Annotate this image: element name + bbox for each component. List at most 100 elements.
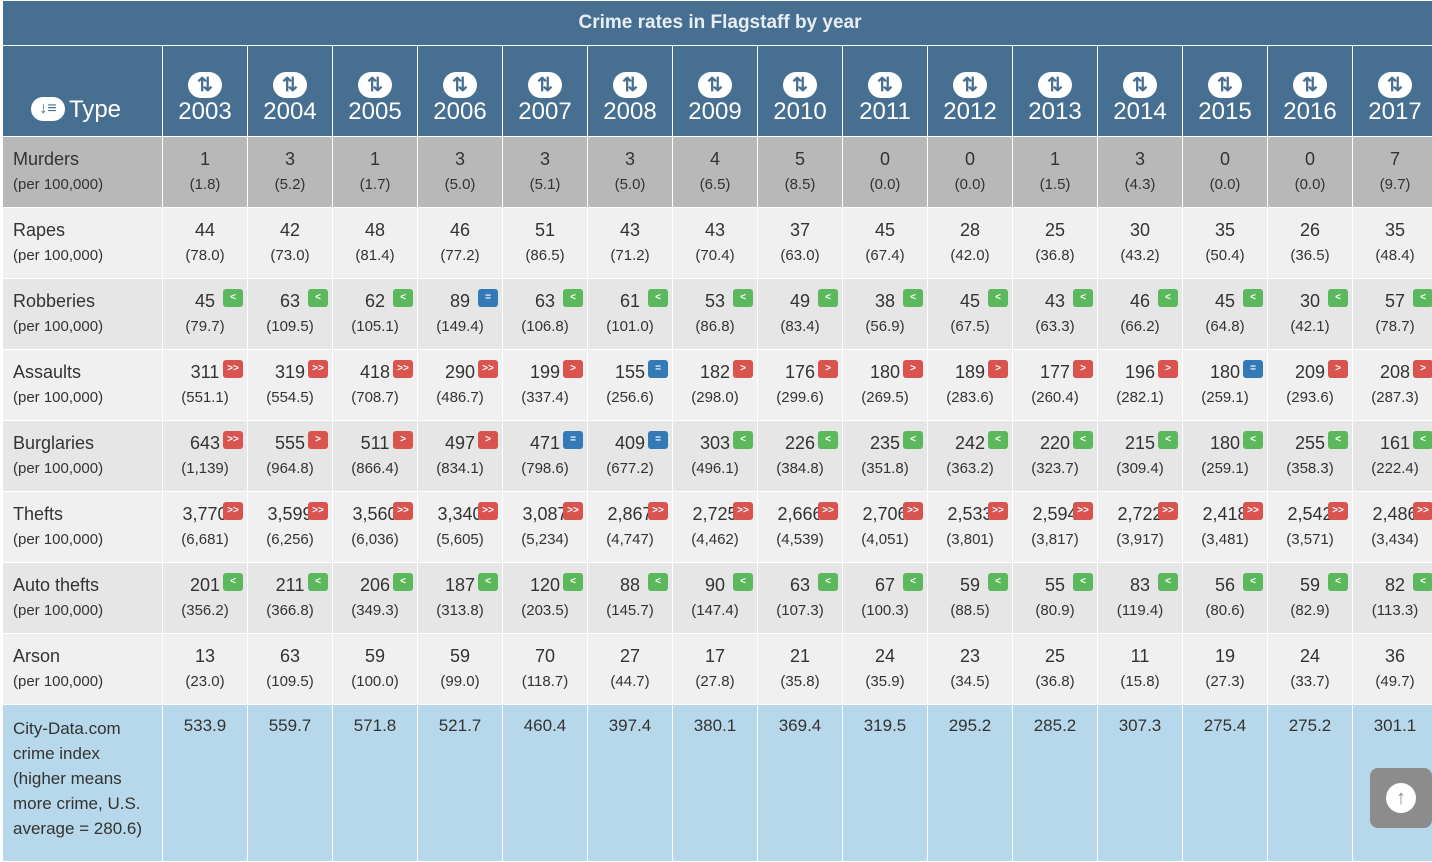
- comparison-badge[interactable]: >>: [1243, 502, 1263, 520]
- comparison-badge[interactable]: >>: [1073, 502, 1093, 520]
- year-header-2007[interactable]: ⇅2007: [503, 46, 588, 137]
- comparison-badge[interactable]: >: [1413, 360, 1432, 378]
- sort-arrows-icon[interactable]: ⇅: [1208, 72, 1242, 98]
- comparison-badge[interactable]: >>: [223, 502, 243, 520]
- comparison-badge[interactable]: <: [818, 431, 838, 449]
- year-header-2013[interactable]: ⇅2013: [1013, 46, 1098, 137]
- comparison-badge[interactable]: >>: [308, 360, 328, 378]
- sort-arrows-icon[interactable]: ⇅: [443, 72, 477, 98]
- comparison-badge[interactable]: <: [1073, 431, 1093, 449]
- comparison-badge[interactable]: >>: [818, 502, 838, 520]
- comparison-badge[interactable]: >: [903, 360, 923, 378]
- comparison-badge[interactable]: <: [733, 431, 753, 449]
- comparison-badge[interactable]: >: [818, 360, 838, 378]
- sort-arrows-icon[interactable]: ⇅: [188, 72, 222, 98]
- sort-arrows-icon[interactable]: ⇅: [868, 72, 902, 98]
- comparison-badge[interactable]: <: [988, 289, 1008, 307]
- year-header-2010[interactable]: ⇅2010: [758, 46, 843, 137]
- comparison-badge[interactable]: <: [563, 289, 583, 307]
- comparison-badge[interactable]: <: [308, 573, 328, 591]
- comparison-badge[interactable]: <: [1413, 431, 1432, 449]
- comparison-badge[interactable]: <: [1413, 289, 1432, 307]
- comparison-badge[interactable]: <: [903, 573, 923, 591]
- year-header-2017[interactable]: ⇅2017: [1353, 46, 1432, 137]
- comparison-badge[interactable]: >: [1328, 360, 1348, 378]
- comparison-badge[interactable]: >>: [223, 360, 243, 378]
- year-header-2011[interactable]: ⇅2011: [843, 46, 928, 137]
- comparison-badge[interactable]: <: [1073, 573, 1093, 591]
- comparison-badge[interactable]: <: [988, 431, 1008, 449]
- comparison-badge[interactable]: >>: [648, 502, 668, 520]
- sort-arrows-icon[interactable]: ⇅: [1378, 72, 1412, 98]
- year-header-2016[interactable]: ⇅2016: [1268, 46, 1353, 137]
- comparison-badge[interactable]: >: [733, 360, 753, 378]
- comparison-badge[interactable]: <: [1328, 573, 1348, 591]
- comparison-badge[interactable]: >>: [1413, 502, 1432, 520]
- comparison-badge[interactable]: <: [988, 573, 1008, 591]
- comparison-badge[interactable]: <: [733, 573, 753, 591]
- comparison-badge[interactable]: >>: [393, 502, 413, 520]
- comparison-badge[interactable]: <: [393, 289, 413, 307]
- comparison-badge[interactable]: <: [1328, 431, 1348, 449]
- year-header-2015[interactable]: ⇅2015: [1183, 46, 1268, 137]
- comparison-badge[interactable]: <: [308, 289, 328, 307]
- comparison-badge[interactable]: <: [478, 573, 498, 591]
- comparison-badge[interactable]: =: [648, 431, 668, 449]
- year-header-2012[interactable]: ⇅2012: [928, 46, 1013, 137]
- comparison-badge[interactable]: <: [1328, 289, 1348, 307]
- comparison-badge[interactable]: <: [1158, 573, 1178, 591]
- sort-arrows-icon[interactable]: ⇅: [613, 72, 647, 98]
- scroll-to-top-button[interactable]: ↑: [1370, 768, 1432, 828]
- comparison-badge[interactable]: <: [818, 573, 838, 591]
- comparison-badge[interactable]: >>: [903, 502, 923, 520]
- comparison-badge[interactable]: <: [648, 573, 668, 591]
- comparison-badge[interactable]: <: [818, 289, 838, 307]
- comparison-badge[interactable]: <: [223, 289, 243, 307]
- sort-arrows-icon[interactable]: ⇅: [273, 72, 307, 98]
- comparison-badge[interactable]: >: [988, 360, 1008, 378]
- comparison-badge[interactable]: >>: [478, 360, 498, 378]
- year-header-2009[interactable]: ⇅2009: [673, 46, 758, 137]
- year-header-2004[interactable]: ⇅2004: [248, 46, 333, 137]
- year-header-2008[interactable]: ⇅2008: [588, 46, 673, 137]
- sort-arrows-icon[interactable]: ⇅: [783, 72, 817, 98]
- comparison-badge[interactable]: =: [563, 431, 583, 449]
- comparison-badge[interactable]: >>: [308, 502, 328, 520]
- comparison-badge[interactable]: >: [563, 360, 583, 378]
- comparison-badge[interactable]: >>: [1158, 502, 1178, 520]
- comparison-badge[interactable]: =: [648, 360, 668, 378]
- sort-arrows-icon[interactable]: ⇅: [1293, 72, 1327, 98]
- comparison-badge[interactable]: >>: [393, 360, 413, 378]
- comparison-badge[interactable]: >: [1073, 360, 1093, 378]
- comparison-badge[interactable]: >>: [563, 502, 583, 520]
- comparison-badge[interactable]: <: [1413, 573, 1432, 591]
- comparison-badge[interactable]: <: [1158, 289, 1178, 307]
- comparison-badge[interactable]: <: [1243, 289, 1263, 307]
- comparison-badge[interactable]: >>: [733, 502, 753, 520]
- comparison-badge[interactable]: <: [1158, 431, 1178, 449]
- comparison-badge[interactable]: >>: [478, 502, 498, 520]
- comparison-badge[interactable]: >>: [1328, 502, 1348, 520]
- comparison-badge[interactable]: <: [1073, 289, 1093, 307]
- sort-arrows-icon[interactable]: ⇅: [1038, 72, 1072, 98]
- sort-arrows-icon[interactable]: ⇅: [1123, 72, 1157, 98]
- comparison-badge[interactable]: >: [308, 431, 328, 449]
- comparison-badge[interactable]: <: [393, 573, 413, 591]
- comparison-badge[interactable]: <: [903, 431, 923, 449]
- type-column-header[interactable]: ↓≡Type: [3, 46, 163, 137]
- comparison-badge[interactable]: >>: [223, 431, 243, 449]
- comparison-badge[interactable]: >>: [988, 502, 1008, 520]
- comparison-badge[interactable]: <: [733, 289, 753, 307]
- sort-arrows-icon[interactable]: ⇅: [358, 72, 392, 98]
- comparison-badge[interactable]: >: [393, 431, 413, 449]
- sort-arrows-icon[interactable]: ⇅: [698, 72, 732, 98]
- sort-arrows-icon[interactable]: ⇅: [953, 72, 987, 98]
- comparison-badge[interactable]: <: [1243, 431, 1263, 449]
- sort-amount-icon[interactable]: ↓≡: [31, 97, 65, 121]
- sort-arrows-icon[interactable]: ⇅: [528, 72, 562, 98]
- comparison-badge[interactable]: <: [903, 289, 923, 307]
- comparison-badge[interactable]: <: [563, 573, 583, 591]
- year-header-2003[interactable]: ⇅2003: [163, 46, 248, 137]
- comparison-badge[interactable]: >: [1158, 360, 1178, 378]
- comparison-badge[interactable]: =: [478, 289, 498, 307]
